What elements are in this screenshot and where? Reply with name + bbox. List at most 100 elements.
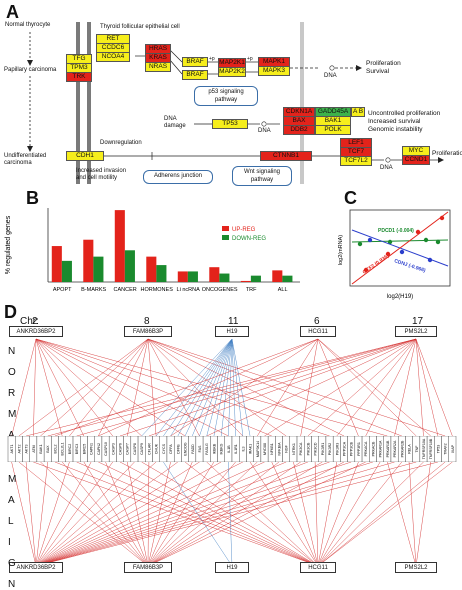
normal-edge — [54, 338, 319, 437]
normal-edge — [18, 338, 149, 437]
wnt-pathway-box: Wnt signaling pathway — [232, 166, 292, 186]
bar-up-reg-1 — [83, 239, 94, 282]
gene-braf-1: BRAF — [182, 57, 208, 67]
normal-edge — [35, 338, 186, 437]
vertical-letter: I — [8, 537, 11, 548]
gene-cell-label: PPP3CB — [350, 441, 354, 456]
vertical-letter: G — [8, 558, 16, 569]
chromosome-2: 2 — [32, 316, 38, 327]
vertical-letter: L — [8, 516, 14, 527]
malign-edge — [98, 461, 319, 567]
normal-edge — [147, 338, 157, 437]
normal-gene-hcg11: HCG11 — [300, 326, 336, 337]
malign-edge — [25, 461, 37, 567]
gene-ncoa4: NCOA4 — [96, 52, 130, 62]
scatter-point-flat-2 — [423, 237, 429, 243]
gene-tcf7l2: TCF7L2 — [340, 156, 372, 166]
normal-edge — [163, 338, 233, 437]
malign-edge — [35, 461, 373, 567]
malign-edge — [35, 461, 200, 567]
gene-cell-label: NFKB1 — [270, 443, 274, 455]
malign-edge — [147, 461, 215, 567]
gene-cell-label: IL3 — [241, 447, 245, 452]
normal-edge — [317, 338, 417, 437]
gene-cell-label: TNFRSF10A — [422, 438, 426, 459]
malign-edge — [11, 461, 37, 567]
gene-cell-label: BIRC2 — [68, 444, 72, 455]
normal-edge — [228, 338, 233, 437]
gene-cell-label: NTRK1 — [292, 443, 296, 455]
malign-edge — [54, 461, 319, 567]
normal-edge — [177, 338, 233, 437]
malign-edge — [35, 461, 70, 567]
gene-polk: POLK — [315, 125, 351, 135]
scatter-point-flat-1 — [387, 239, 393, 245]
malign-edge — [35, 461, 135, 567]
normal-gene-fam86b3p: FAM86B3P — [124, 326, 172, 337]
malign-edge — [147, 461, 193, 567]
bar-down-reg-7 — [282, 275, 293, 282]
bar-down-reg-6 — [250, 275, 261, 282]
malign-edge — [317, 461, 359, 567]
dna-label-2: DNA — [258, 128, 271, 134]
panel-a-letter: A — [6, 2, 19, 22]
normal-gene-h19: H19 — [215, 326, 249, 337]
gene-cell-label: CASP9 — [140, 443, 144, 455]
malign-edge — [35, 461, 395, 567]
scatter-point-down-1 — [399, 249, 405, 255]
gene-cell-label: CAPN2 — [97, 443, 101, 455]
malign-edge — [147, 461, 323, 567]
malign-edge — [317, 461, 453, 567]
gene-cell-label: TNFRSF10B — [429, 438, 433, 459]
gene-cell-label: PRKAR2B — [400, 440, 404, 457]
normal-edge — [231, 338, 236, 437]
dna-label-1: DNA — [324, 73, 337, 79]
malign-edge — [35, 461, 265, 567]
x-tick-label: APOPT — [53, 287, 72, 293]
normal-edge — [317, 338, 359, 437]
malign-edge — [147, 461, 280, 567]
gene-cell-label: NGF — [285, 444, 289, 452]
uncontrolled-proliferation-label: Uncontrolled proliferation Increased sur… — [368, 110, 441, 133]
gene-braf-2: BRAF — [182, 70, 208, 80]
gene-ddb2: DDB2 — [283, 125, 315, 135]
normal-edge — [147, 338, 244, 437]
legend-swatch-0 — [222, 226, 229, 231]
normal-edge — [192, 338, 233, 437]
gene-cell-label: BCL2 — [53, 445, 57, 454]
malign-edge — [126, 461, 149, 567]
vertical-letter: A — [8, 430, 15, 441]
normal-edge — [206, 338, 233, 437]
normal-edge — [415, 338, 424, 437]
malign-edge — [314, 461, 319, 567]
gene-gadd45a-ab: A B — [351, 107, 365, 117]
gene-ctnnb1: CTNNB1 — [260, 151, 312, 161]
gene-cell-label: CASP3 — [111, 443, 115, 455]
x-tick-label: TRF — [246, 287, 257, 293]
vertical-letter: N — [8, 346, 16, 357]
gene-cell-label: MAP3K14 — [256, 441, 260, 457]
gene-tp53: TP53 — [212, 119, 248, 129]
gene-cell-label: DFFA — [169, 444, 173, 454]
x-tick-label: Li ncRNA — [177, 287, 201, 293]
malign-edge — [35, 461, 438, 567]
invasion-label: Increased invasion and cell motility — [76, 168, 127, 181]
malign-edge — [35, 461, 417, 567]
malign-edge — [119, 461, 319, 567]
gene-cell-label: ENDOG — [184, 442, 188, 455]
normal-edge — [394, 338, 417, 437]
gene-cell-label: TNF — [415, 445, 419, 453]
gene-cell-label: PIK3R1 — [321, 443, 325, 455]
gene-cell-label: PPP3R1 — [357, 442, 361, 456]
normal-edge — [98, 338, 319, 437]
p53-pathway-box: p53 signaling pathway — [194, 86, 258, 106]
malign-edge — [184, 461, 319, 567]
gene-cell-label: PIK3R2 — [328, 443, 332, 455]
malign-edge — [147, 461, 150, 567]
phospho-label-1: +p — [209, 56, 215, 62]
malign-edge — [83, 461, 149, 567]
gene-cell-label: BCL2L1 — [61, 443, 65, 456]
gene-mapk3: MAPK3 — [258, 66, 290, 76]
chr-label: Chr: — [20, 316, 39, 327]
normal-edge — [69, 338, 149, 437]
